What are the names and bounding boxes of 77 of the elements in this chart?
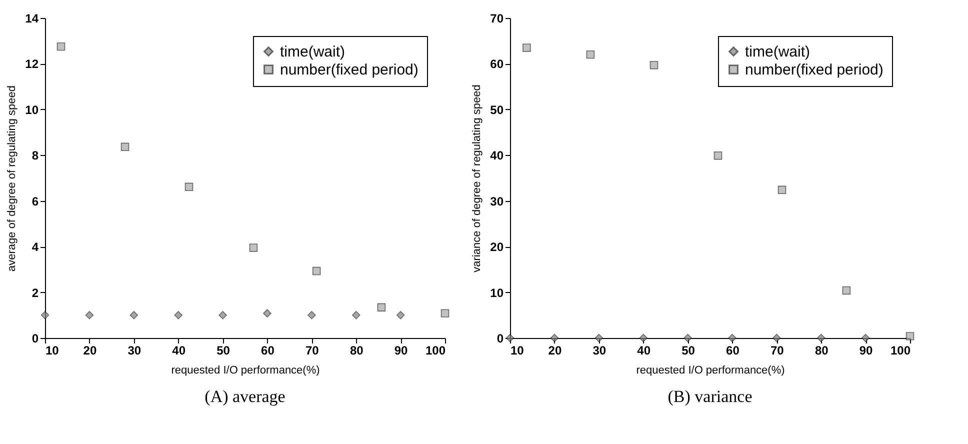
y-tick-label: 50 [490,102,504,117]
y-axis-title: average of degree of regulating speed [6,86,18,272]
y-tick-label: 10 [25,102,39,117]
point [174,311,182,320]
point [650,60,658,70]
point [906,332,914,340]
x-tick-label: 100 [890,344,911,358]
x-tick-label: 100 [425,344,446,358]
point [714,151,722,160]
point [684,334,692,342]
legend-label: number(fixed period) [280,62,418,78]
x-tick-label: 80 [814,344,829,358]
x-tick-label: 60 [726,344,740,358]
x-tick-label: 90 [859,344,874,358]
y-tick-label: 70 [490,12,504,26]
point [817,334,826,342]
x-tick-label: 80 [350,344,364,358]
point [184,182,194,192]
x-tick-label: 10 [510,344,524,358]
x-tick-label: 40 [172,344,186,358]
x-tick-label: 20 [83,344,97,358]
point [861,334,870,342]
y-axis-title: variance of degree of regulating speed [471,84,484,272]
point [396,311,405,320]
point [308,311,316,320]
y-tick-label: 2 [32,286,39,300]
text: (A) average [204,387,286,406]
point [85,311,94,320]
point [130,311,138,320]
point [263,309,272,318]
x-tick-label: 30 [592,344,606,358]
y-tick-label: 0 [496,332,504,346]
x-tick-label: 50 [216,344,230,358]
x-axis-title: requested I/O performance(%) [636,364,785,376]
point [586,50,595,59]
y-tick-label: 20 [490,240,504,254]
point [522,44,531,52]
y-tick-label: 6 [32,194,39,208]
y-tick-label: 30 [490,194,504,208]
point [772,334,781,342]
legend-label: time(wait) [280,44,346,60]
point [218,311,227,320]
text: (B) variance [668,387,752,406]
x-tick-label: 30 [128,344,142,358]
point [728,334,736,342]
x-tick-label: 10 [46,344,60,358]
x-tick-label: 50 [682,344,696,358]
y-tick-label: 12 [25,57,39,72]
point [40,311,50,320]
point [842,286,851,295]
point [639,334,648,342]
y-tick-label: 60 [490,57,504,72]
legend-label: number(fixed period) [745,62,884,78]
x-tick-label: 60 [261,344,275,358]
point [120,142,130,152]
point [550,334,559,342]
point [778,186,786,194]
x-tick-label: 70 [770,344,784,358]
point [312,266,321,276]
x-tick-label: 20 [548,344,562,358]
y-tick-label: 14 [25,12,39,26]
y-tick-label: 10 [490,286,504,300]
x-tick-label: 40 [637,344,651,358]
point [56,42,66,51]
y-tick-label: 0 [32,332,39,346]
point [352,311,360,320]
y-tick-label: 40 [490,148,504,163]
x-tick-label: 90 [394,344,408,358]
point [249,244,258,252]
point [377,303,386,312]
point [594,334,603,342]
y-tick-label: 4 [32,240,39,254]
point [440,309,450,318]
x-axis-title: requested I/O performance(%) [171,364,320,376]
legend-label: time(wait) [745,44,810,60]
x-tick-label: 70 [305,344,320,358]
y-tick-label: 8 [32,148,39,163]
